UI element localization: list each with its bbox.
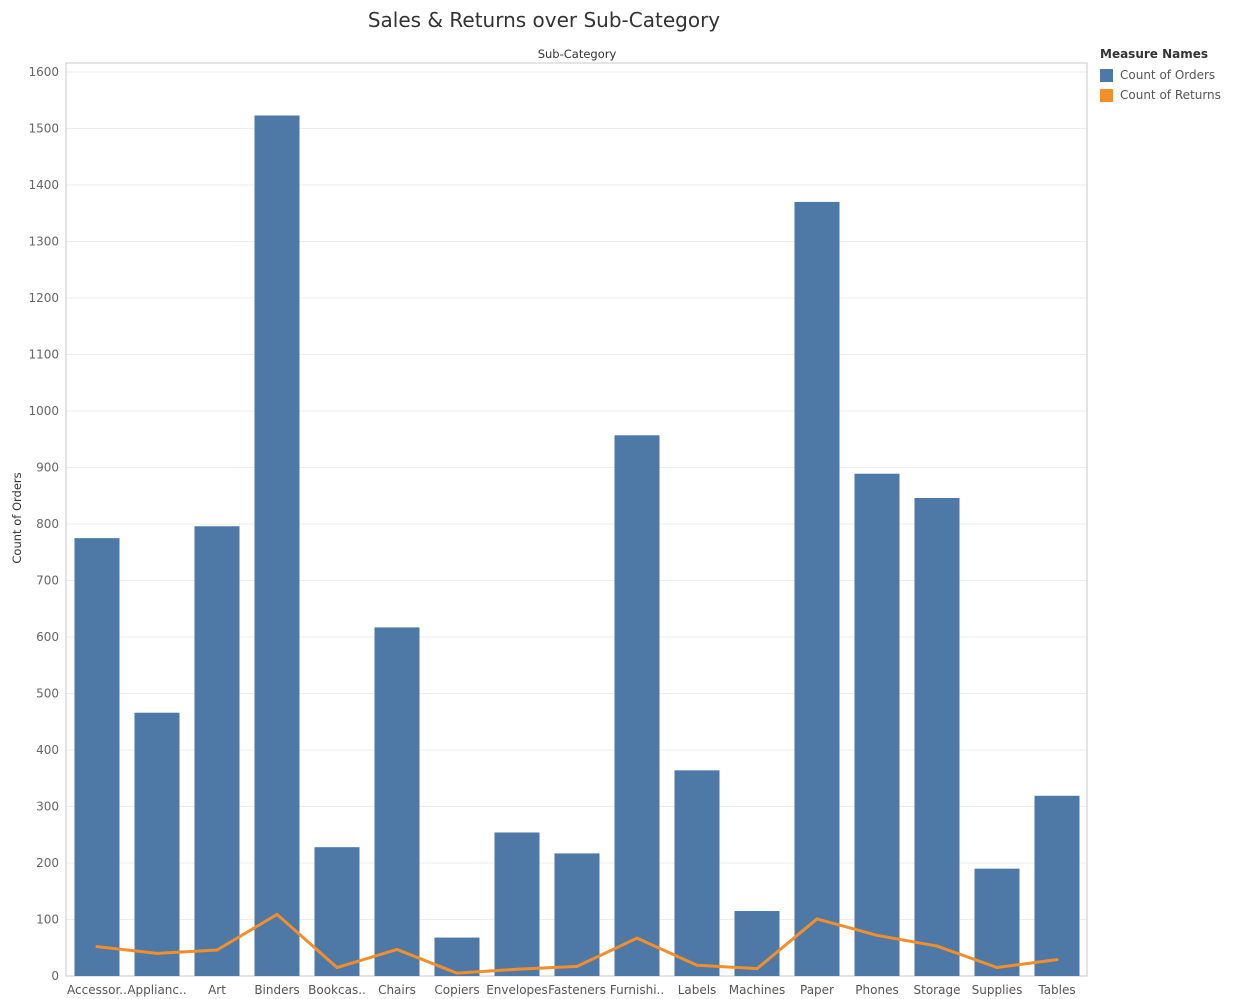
chart-title: Sales & Returns over Sub-Category [367, 8, 721, 32]
returns-point[interactable] [335, 966, 339, 970]
y-axis-ticks: 0 100 200 300 400 500 600 700 800 900 1000 1100 1200… [28, 65, 59, 983]
x-tick-label: Storage [914, 983, 961, 997]
bar-applianc[interactable] [134, 712, 180, 976]
bar-accessor[interactable] [74, 538, 120, 976]
returns-point[interactable] [575, 964, 579, 968]
x-tick-label: Paper [800, 983, 834, 997]
y-tick-label: 0 [51, 969, 59, 983]
x-tick-label: Chairs [378, 983, 416, 997]
bar-tables[interactable] [1034, 795, 1080, 976]
bar-copiers[interactable] [434, 937, 480, 976]
returns-point[interactable] [875, 933, 879, 937]
column-header: Sub-Category [538, 47, 617, 61]
returns-point[interactable] [95, 945, 99, 949]
returns-point[interactable] [215, 948, 219, 952]
x-axis-labels: Accessor.. Applianc.. Art Binders Bookcas.. C… [67, 983, 1076, 997]
returns-point[interactable] [995, 966, 999, 970]
bar-fasteners[interactable] [554, 853, 600, 976]
returns-point[interactable] [275, 912, 279, 916]
returns-point[interactable] [815, 917, 819, 921]
returns-point[interactable] [155, 951, 159, 955]
returns-point[interactable] [515, 967, 519, 971]
legend-label-orders: Count of Orders [1120, 68, 1216, 82]
x-tick-label: Copiers [434, 983, 479, 997]
x-tick-label: Phones [855, 983, 898, 997]
y-tick-label: 900 [36, 461, 59, 475]
x-tick-label: Machines [729, 983, 785, 997]
y-tick-label: 1400 [28, 178, 59, 192]
bar-envelopes[interactable] [494, 832, 540, 976]
bar-series [74, 115, 1080, 976]
legend-title: Measure Names [1100, 47, 1209, 61]
bar-supplies[interactable] [974, 868, 1020, 976]
y-tick-label: 1500 [28, 122, 59, 136]
y-tick-label: 400 [36, 743, 59, 757]
x-tick-label: Furnishi.. [610, 983, 664, 997]
y-tick-label: 800 [36, 517, 59, 531]
x-tick-label: Tables [1037, 983, 1075, 997]
line-series [95, 912, 1059, 975]
bar-art[interactable] [194, 526, 240, 976]
legend: Measure Names Count of Orders Count of R… [1100, 47, 1221, 105]
y-tick-label: 1300 [28, 235, 59, 249]
returns-point[interactable] [1055, 958, 1059, 962]
bar-chairs[interactable] [374, 627, 420, 976]
x-tick-label: Labels [678, 983, 717, 997]
bar-bookcas[interactable] [314, 847, 360, 976]
x-tick-label: Supplies [972, 983, 1023, 997]
bar-phones[interactable] [854, 473, 900, 976]
x-tick-label: Envelopes [486, 983, 548, 997]
y-tick-label: 600 [36, 630, 59, 644]
returns-point[interactable] [695, 963, 699, 967]
y-tick-label: 700 [36, 574, 59, 588]
y-axis-title: Count of Orders [10, 472, 24, 563]
y-tick-label: 1100 [28, 348, 59, 362]
x-tick-label: Applianc.. [127, 983, 186, 997]
returns-point[interactable] [635, 936, 639, 940]
bar-paper[interactable] [794, 201, 840, 976]
legend-item-orders[interactable]: Count of Orders [1100, 65, 1221, 85]
bar-machines[interactable] [734, 911, 780, 976]
x-tick-label: Art [208, 983, 226, 997]
legend-label-returns: Count of Returns [1120, 88, 1221, 102]
x-tick-label: Fasteners [548, 983, 606, 997]
returns-point[interactable] [755, 967, 759, 971]
legend-item-returns[interactable]: Count of Returns [1100, 85, 1221, 105]
y-tick-label: 1600 [28, 65, 59, 79]
returns-point[interactable] [395, 947, 399, 951]
x-tick-label: Binders [254, 983, 299, 997]
legend-swatch-returns [1100, 88, 1113, 102]
bar-labels[interactable] [674, 770, 720, 976]
y-tick-label: 100 [36, 913, 59, 927]
returns-point[interactable] [935, 944, 939, 948]
bar-furnishi[interactable] [614, 435, 660, 976]
x-tick-label: Bookcas.. [308, 983, 366, 997]
returns-point[interactable] [455, 971, 459, 975]
x-tick-label: Accessor.. [67, 983, 127, 997]
legend-swatch-orders [1100, 68, 1113, 82]
bar-binders[interactable] [254, 115, 300, 976]
y-tick-label: 500 [36, 687, 59, 701]
y-tick-label: 300 [36, 800, 59, 814]
y-tick-label: 1000 [28, 404, 59, 418]
y-tick-label: 200 [36, 856, 59, 870]
bar-storage[interactable] [914, 498, 960, 976]
y-tick-label: 1200 [28, 291, 59, 305]
